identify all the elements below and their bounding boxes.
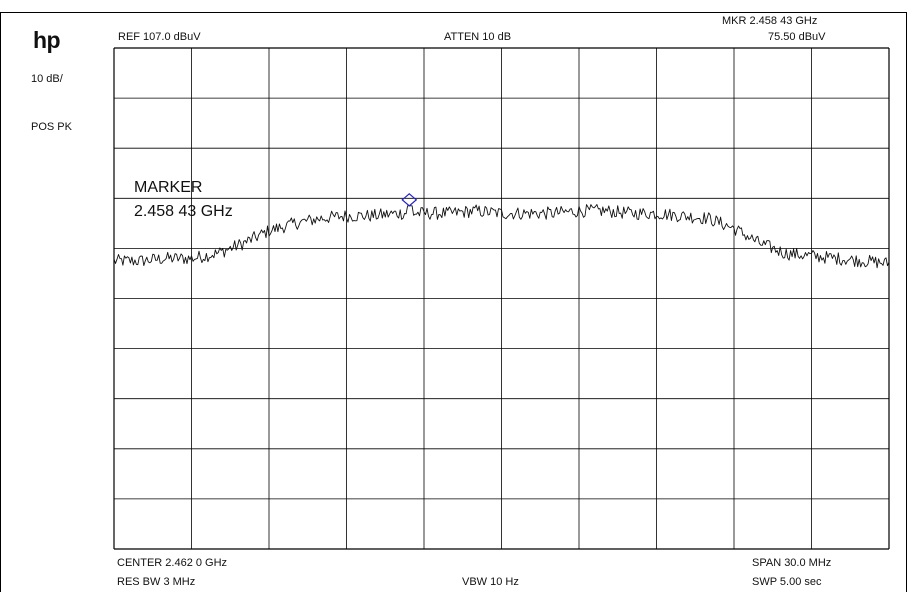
- video-bandwidth-label: VBW 10 Hz: [462, 576, 519, 588]
- frame-top-border: [0, 12, 907, 13]
- marker-frequency-readout: MKR 2.458 43 GHz: [722, 15, 818, 27]
- hp-logo: hp: [33, 27, 61, 53]
- center-frequency-label: CENTER 2.462 0 GHz: [117, 557, 228, 569]
- marker-annotation-label: MARKER: [134, 179, 203, 196]
- frame-left-border: [0, 12, 1, 592]
- attenuation-label: ATTEN 10 dB: [444, 31, 512, 43]
- scale-label: 10 dB/: [31, 73, 63, 85]
- ref-level-label: REF 107.0 dBuV: [118, 31, 201, 43]
- sweep-time-label: SWP 5.00 sec: [752, 576, 822, 588]
- marker-annotation-frequency: 2.458 43 GHz: [134, 203, 233, 220]
- span-label: SPAN 30.0 MHz: [752, 557, 832, 569]
- graticule-grid: [113, 47, 890, 550]
- marker-diamond-icon: [401, 193, 418, 207]
- detector-label: POS PK: [31, 121, 72, 133]
- resolution-bandwidth-label: RES BW 3 MHz: [117, 576, 196, 588]
- spectrum-trace: [113, 204, 890, 269]
- marker-level-readout: 75.50 dBuV: [768, 31, 826, 43]
